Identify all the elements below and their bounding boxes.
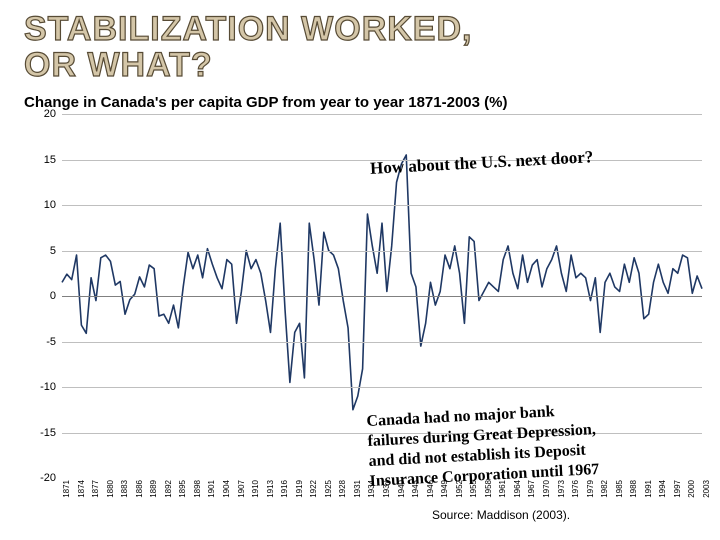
source-citation: Source: Maddison (2003). <box>432 508 570 522</box>
gridline <box>62 342 702 343</box>
x-tick-label: 1898 <box>193 480 202 498</box>
y-tick-label: 15 <box>44 154 56 166</box>
y-tick-label: 0 <box>50 290 56 302</box>
zero-baseline <box>62 296 702 297</box>
y-tick-label: -15 <box>40 427 56 439</box>
x-tick-label: 1913 <box>266 480 275 498</box>
x-tick-label: 1982 <box>600 480 609 498</box>
x-tick-label: 1928 <box>338 480 347 498</box>
x-tick-label: 1979 <box>586 480 595 498</box>
x-tick-label: 1883 <box>120 480 129 498</box>
y-tick-label: -20 <box>40 472 56 484</box>
y-tick-label: -5 <box>46 336 56 348</box>
x-tick-label: 1871 <box>62 480 71 498</box>
title-line2-outline: OR WHAT? <box>24 48 213 84</box>
gridline <box>62 251 702 252</box>
x-tick-label: 1895 <box>178 480 187 498</box>
y-tick-label: -10 <box>40 381 56 393</box>
x-tick-label: 1922 <box>309 480 318 498</box>
gridline <box>62 387 702 388</box>
slide-title: STABILIZATION WORKED, STABILIZATION WORK… <box>24 12 472 83</box>
y-tick-label: 5 <box>50 245 56 257</box>
x-tick-label: 1886 <box>135 480 144 498</box>
gridline <box>62 114 702 115</box>
x-tick-label: 2000 <box>687 480 696 498</box>
x-tick-label: 1901 <box>207 480 216 498</box>
gridline <box>62 205 702 206</box>
x-tick-label: 1880 <box>106 480 115 498</box>
x-tick-label: 1976 <box>571 480 580 498</box>
title-line1-outline: STABILIZATION WORKED, <box>24 12 472 48</box>
x-tick-label: 1907 <box>237 480 246 498</box>
x-tick-label: 1931 <box>353 480 362 498</box>
x-tick-label: 1904 <box>222 480 231 498</box>
x-tick-label: 1997 <box>673 480 682 498</box>
x-tick-label: 1919 <box>295 480 304 498</box>
x-tick-label: 1889 <box>149 480 158 498</box>
y-tick-label: 20 <box>44 108 56 120</box>
x-tick-label: 1910 <box>251 480 260 498</box>
x-tick-label: 2003 <box>702 480 711 498</box>
x-tick-label: 1925 <box>324 480 333 498</box>
x-tick-label: 1874 <box>77 480 86 498</box>
x-tick-label: 1985 <box>615 480 624 498</box>
y-tick-label: 10 <box>44 199 56 211</box>
x-tick-label: 1994 <box>658 480 667 498</box>
x-tick-label: 1973 <box>557 480 566 498</box>
x-tick-label: 1991 <box>644 480 653 498</box>
chart-subtitle: Change in Canada's per capita GDP from y… <box>24 94 507 111</box>
x-tick-label: 1988 <box>629 480 638 498</box>
x-tick-label: 1877 <box>91 480 100 498</box>
x-tick-label: 1892 <box>164 480 173 498</box>
annotation-canada-banks: Canada had no major bankfailures during … <box>366 400 600 492</box>
x-tick-label: 1916 <box>280 480 289 498</box>
